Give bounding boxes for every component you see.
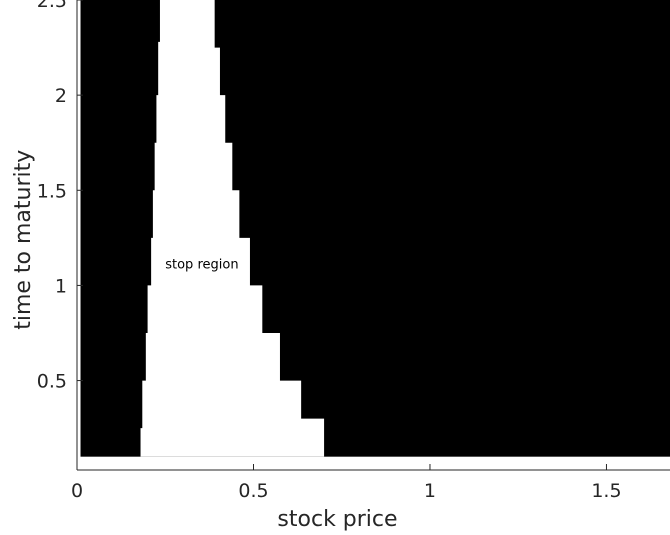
plot-area <box>80 0 670 457</box>
x-ticks: 0 0.5 1 1.5 <box>71 464 622 502</box>
x-axis-label: stock price <box>277 507 397 532</box>
y-ticks: 0.5 1 1.5 2 2.5 <box>37 0 83 393</box>
x-tick-label: 0 <box>71 480 83 502</box>
y-axis-label: time to maturity <box>11 150 36 330</box>
x-tick-label: 1 <box>424 480 436 502</box>
stop-region <box>140 0 349 457</box>
x-tick-label: 0.5 <box>238 480 268 502</box>
y-tick-label: 2 <box>55 85 67 107</box>
y-tick-label: 2.5 <box>37 0 67 12</box>
axes <box>76 0 670 471</box>
y-tick-label: 0.5 <box>37 371 67 393</box>
x-tick-label: 1.5 <box>591 480 621 502</box>
stop-region-annotation: stop region <box>165 257 238 272</box>
y-tick-label: 1 <box>55 275 67 297</box>
annotations: stop region <box>165 257 238 272</box>
y-tick-label: 1.5 <box>37 180 67 202</box>
